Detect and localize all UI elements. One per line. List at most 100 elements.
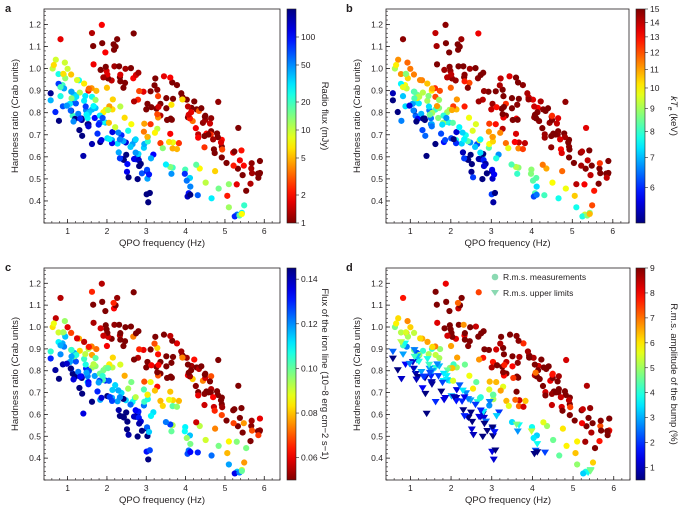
data-point	[243, 187, 250, 194]
colorbar-label: kTe (keV)	[666, 96, 679, 136]
data-point	[446, 49, 453, 56]
data-point	[238, 147, 245, 154]
y-tick-label: 0.4	[371, 196, 383, 206]
data-point	[121, 338, 129, 345]
data-point	[191, 356, 198, 363]
data-point	[95, 121, 102, 128]
data-point	[552, 389, 560, 396]
data-point-triangle	[422, 410, 431, 418]
data-point	[472, 65, 479, 72]
data-point-triangle	[468, 418, 477, 426]
data-point	[411, 88, 418, 95]
data-point	[134, 175, 141, 183]
data-point	[140, 128, 148, 135]
data-point	[433, 102, 441, 110]
data-point	[579, 406, 586, 413]
y-axis-label: Hardness ratio (Crab units)	[10, 59, 21, 173]
data-point-triangle	[388, 348, 397, 356]
data-point	[97, 325, 104, 332]
data-point	[225, 181, 232, 188]
data-point	[578, 148, 586, 155]
data-point	[64, 65, 71, 72]
data-point-triangle	[427, 381, 436, 388]
y-tick-label: 1.2	[371, 19, 383, 29]
data-point	[453, 129, 460, 136]
data-point	[394, 108, 401, 116]
data-point	[67, 107, 74, 114]
data-point	[493, 104, 500, 111]
data-point	[248, 170, 256, 177]
data-point	[73, 335, 81, 342]
data-point	[397, 70, 405, 78]
data-point	[173, 145, 181, 153]
data-point	[236, 157, 243, 164]
data-point	[449, 119, 456, 126]
data-point	[562, 185, 569, 192]
data-point	[184, 103, 192, 110]
data-point	[72, 358, 79, 365]
data-point	[92, 96, 99, 103]
data-point	[52, 366, 59, 374]
y-tick-label: 1.1	[29, 300, 41, 310]
colorbar-tick-label: 5	[301, 153, 306, 163]
data-point	[105, 119, 112, 126]
data-point	[60, 329, 67, 336]
data-point	[417, 335, 424, 342]
data-point	[168, 116, 175, 123]
data-point	[435, 96, 443, 103]
data-point-triangle	[393, 367, 402, 374]
data-point	[121, 114, 128, 121]
data-point	[603, 174, 610, 181]
data-point	[117, 103, 124, 110]
data-point	[76, 127, 83, 134]
data-point-triangle	[443, 367, 452, 374]
data-point	[506, 73, 513, 80]
data-point	[531, 361, 538, 368]
colorbar-tick-label: 0.08	[301, 408, 318, 418]
data-point	[542, 392, 549, 399]
data-point	[411, 95, 418, 102]
data-point	[410, 329, 418, 337]
data-point	[520, 403, 527, 410]
x-tick-label: 1	[408, 483, 413, 493]
data-point	[506, 331, 514, 338]
data-point	[395, 315, 402, 322]
data-point	[83, 369, 90, 376]
data-point	[586, 147, 593, 154]
data-point	[155, 103, 162, 111]
data-point	[205, 131, 212, 138]
data-point	[147, 412, 155, 420]
data-point	[486, 402, 493, 409]
data-points	[47, 280, 264, 477]
data-point	[162, 418, 170, 426]
data-point	[472, 121, 480, 128]
x-tick-label: 3	[489, 483, 494, 493]
data-point	[585, 414, 592, 422]
chart-panel-d: d 1 2 3 4 5 6 0.4 0.5 0.6 0.7 0.8 0.9 1.0 1.1 1.2 QPO fr…	[346, 262, 679, 506]
data-point	[539, 382, 547, 390]
data-point	[91, 114, 98, 122]
data-point	[559, 425, 567, 432]
data-point	[454, 354, 461, 361]
data-point	[459, 129, 466, 136]
data-points	[47, 21, 264, 220]
colorbar-tick-label: 11	[650, 64, 659, 74]
y-tick-label: 0.4	[371, 453, 383, 463]
data-point	[508, 105, 516, 112]
data-point-triangle	[492, 413, 501, 420]
data-point	[442, 136, 449, 144]
data-point	[588, 429, 595, 436]
data-point	[505, 145, 512, 152]
data-point	[154, 93, 162, 100]
data-point	[117, 78, 124, 85]
data-point	[136, 346, 143, 353]
data-point	[483, 170, 490, 177]
data-point-triangle	[425, 369, 434, 377]
data-point	[145, 456, 152, 463]
data-point	[432, 288, 439, 295]
data-point	[399, 36, 407, 43]
data-point	[443, 298, 450, 305]
data-point	[175, 140, 183, 147]
data-point	[466, 372, 473, 379]
data-point	[57, 342, 64, 349]
